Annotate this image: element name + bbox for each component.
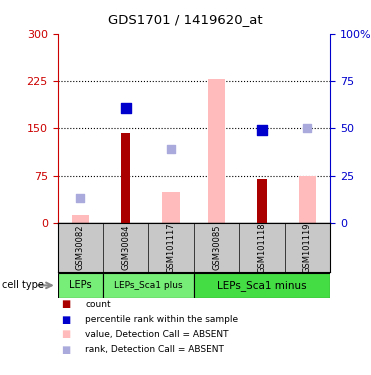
Text: LEPs: LEPs [69,280,92,290]
Text: LEPs_Sca1 plus: LEPs_Sca1 plus [114,281,183,290]
Bar [194,273,330,298]
Text: GSM30082: GSM30082 [76,225,85,270]
Point [168,146,174,152]
Text: ■: ■ [61,330,70,339]
Point [123,105,129,111]
Text: cell type: cell type [2,280,44,290]
Text: GSM30085: GSM30085 [212,225,221,270]
Bar [121,133,130,223]
Text: value, Detection Call = ABSENT: value, Detection Call = ABSENT [85,330,229,339]
Point [259,128,265,134]
Text: GDS1701 / 1419620_at: GDS1701 / 1419620_at [108,13,263,26]
Bar [72,215,89,223]
Text: count: count [85,300,111,309]
Text: ■: ■ [61,315,70,324]
Text: GSM101118: GSM101118 [257,222,266,273]
Point [305,125,311,132]
Text: ■: ■ [61,300,70,309]
Text: percentile rank within the sample: percentile rank within the sample [85,315,239,324]
Text: ■: ■ [61,345,70,354]
Bar [299,176,316,223]
Point [77,195,83,201]
Bar [257,179,267,223]
Text: LEPs_Sca1 minus: LEPs_Sca1 minus [217,280,307,291]
Bar [208,79,225,223]
Text: GSM101117: GSM101117 [167,222,175,273]
Text: GSM30084: GSM30084 [121,225,130,270]
Text: rank, Detection Call = ABSENT: rank, Detection Call = ABSENT [85,345,224,354]
Text: GSM101119: GSM101119 [303,222,312,273]
Bar [58,273,103,298]
Bar [103,273,194,298]
Bar [162,192,180,223]
